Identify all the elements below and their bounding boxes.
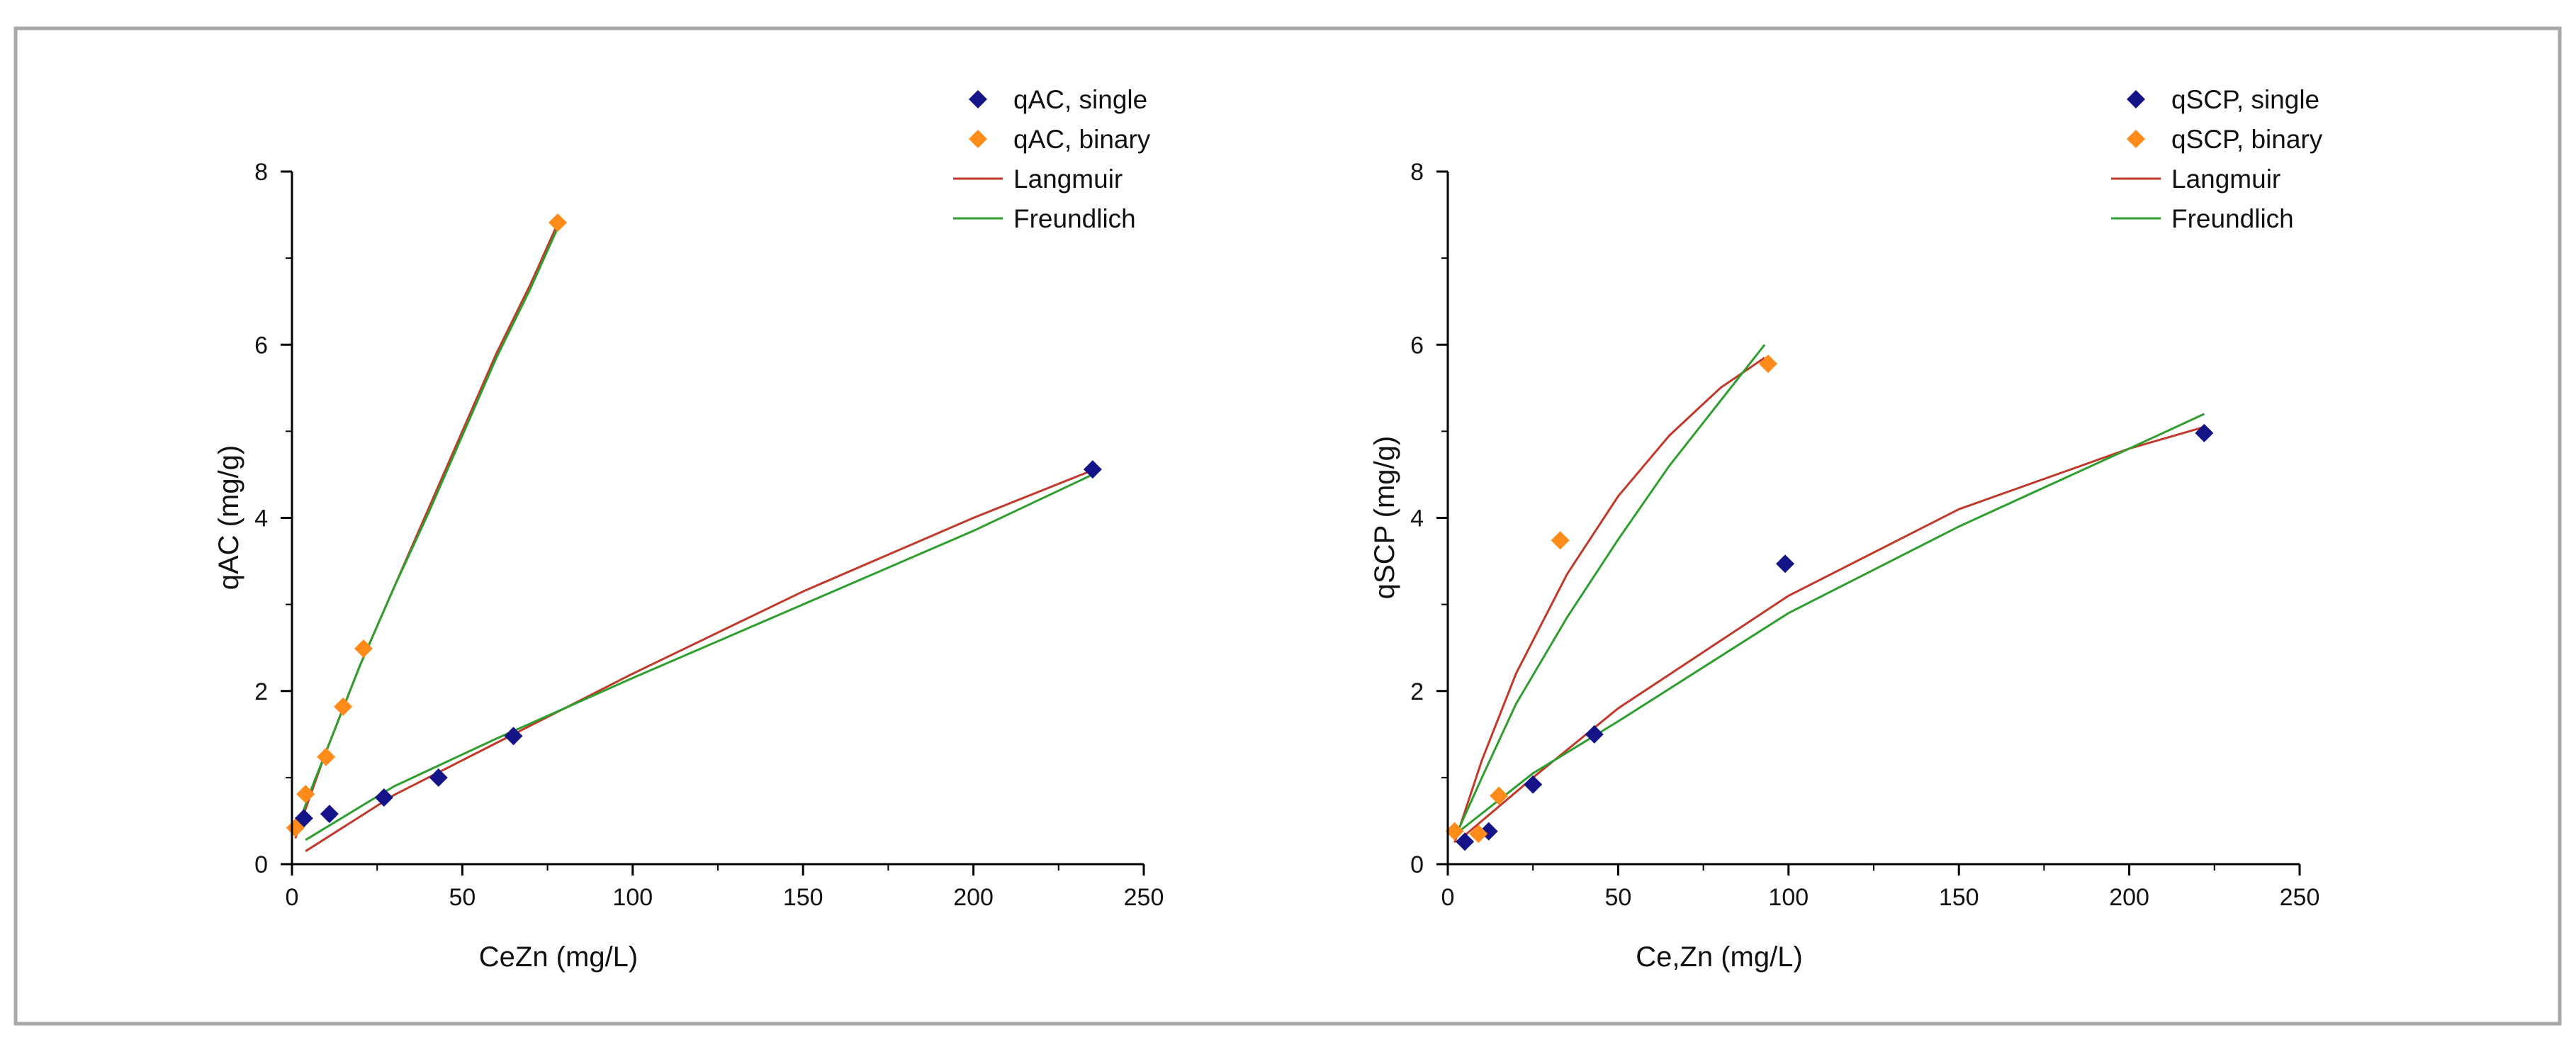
legend-label: Langmuir xyxy=(2171,164,2280,194)
legend-marker-swatch xyxy=(2127,90,2145,108)
plot-right-markers xyxy=(1445,354,2214,851)
x-axis-label-right: Ce,Zn (mg/L) xyxy=(1636,941,1803,973)
y-tick-label: 2 xyxy=(1410,678,1424,705)
langmuir-curve xyxy=(305,469,1093,852)
data-point xyxy=(286,818,305,837)
y-axis-label-left: qAC (mg/g) xyxy=(213,445,244,591)
legend-right: qSCP, single qSCP, binary Langmuir Freundli… xyxy=(2111,85,2323,233)
data-point xyxy=(1456,832,1475,851)
x-tick-label: 100 xyxy=(1768,884,1809,911)
y-tick-label: 4 xyxy=(1410,505,1424,532)
langmuir-curve xyxy=(1453,357,1765,843)
plot-left-axes: 0 50 100 150 200 250 0 2 4 6 8 xyxy=(254,159,1164,911)
data-point xyxy=(1551,531,1570,550)
legend-label: Freundlich xyxy=(1013,204,1136,233)
x-axis-label-left: CeZn (mg/L) xyxy=(479,941,639,973)
data-point xyxy=(296,785,315,804)
legend-marker-swatch xyxy=(969,90,987,108)
y-tick-label: 8 xyxy=(1410,159,1424,186)
y-tick-label: 0 xyxy=(1410,851,1424,878)
y-tick-label: 2 xyxy=(254,678,268,705)
y-tick-label: 4 xyxy=(254,505,268,532)
x-tick-label: 50 xyxy=(449,884,476,911)
data-point xyxy=(354,639,373,658)
x-tick-label: 200 xyxy=(2109,884,2149,911)
x-tick-label: 0 xyxy=(1441,884,1455,911)
y-tick-label: 8 xyxy=(254,159,268,186)
x-tick-label: 0 xyxy=(286,884,299,911)
x-tick-label: 150 xyxy=(1939,884,1979,911)
data-point xyxy=(1775,554,1794,574)
plot-right-axes: 0 50 100 150 200 250 0 2 4 6 8 xyxy=(1410,159,2319,911)
x-tick-label: 150 xyxy=(783,884,823,911)
x-tick-label: 50 xyxy=(1604,884,1631,911)
data-point xyxy=(374,788,393,807)
y-tick-label: 0 xyxy=(254,851,268,878)
y-tick-label: 6 xyxy=(1410,332,1424,359)
y-tick-label: 6 xyxy=(254,332,268,359)
freundlich-curve xyxy=(1461,413,2205,831)
legend-label: qSCP, single xyxy=(2171,85,2319,114)
plot-left-curves xyxy=(294,223,1093,852)
legend-marker-swatch xyxy=(969,130,987,148)
legend-label: qAC, binary xyxy=(1013,125,1151,154)
data-point xyxy=(317,747,336,766)
figure-frame xyxy=(13,26,2562,1026)
data-point xyxy=(549,213,568,233)
data-point xyxy=(320,805,339,824)
legend-marker-swatch xyxy=(2127,130,2145,148)
legend-left: qAC, single qAC, binary Langmuir Freundlich xyxy=(953,85,1151,233)
data-point xyxy=(334,697,353,716)
data-point xyxy=(2195,423,2214,442)
freundlich-curve xyxy=(305,474,1093,841)
freundlich-curve xyxy=(1453,344,1766,839)
legend-label: qSCP, binary xyxy=(2171,125,2323,154)
chart-left: 0 50 100 150 200 250 0 2 4 6 8 CeZn (mg/L) qAC (mg… xyxy=(213,85,1164,973)
data-point xyxy=(1490,786,1509,805)
y-axis-label-right: qSCP (mg/g) xyxy=(1369,436,1400,599)
data-point xyxy=(1445,822,1464,841)
x-tick-label: 200 xyxy=(953,884,994,911)
data-point xyxy=(429,768,448,787)
data-point xyxy=(1524,775,1543,794)
x-tick-label: 250 xyxy=(2280,884,2320,911)
data-point xyxy=(1585,725,1604,744)
x-tick-label: 250 xyxy=(1124,884,1164,911)
data-point xyxy=(1469,824,1488,844)
data-point xyxy=(1758,354,1777,374)
freundlich-curve xyxy=(294,227,559,834)
legend-label: Langmuir xyxy=(1013,164,1123,194)
legend-label: Freundlich xyxy=(2171,204,2294,233)
chart-right: 0 50 100 150 200 250 0 2 4 6 8 Ce,Zn (mg/L) qSCP (… xyxy=(1369,85,2323,973)
data-point xyxy=(1083,460,1102,479)
x-tick-label: 100 xyxy=(612,884,653,911)
legend-label: qAC, single xyxy=(1013,85,1147,114)
data-point xyxy=(504,727,523,746)
plot-left-markers xyxy=(286,213,1102,837)
